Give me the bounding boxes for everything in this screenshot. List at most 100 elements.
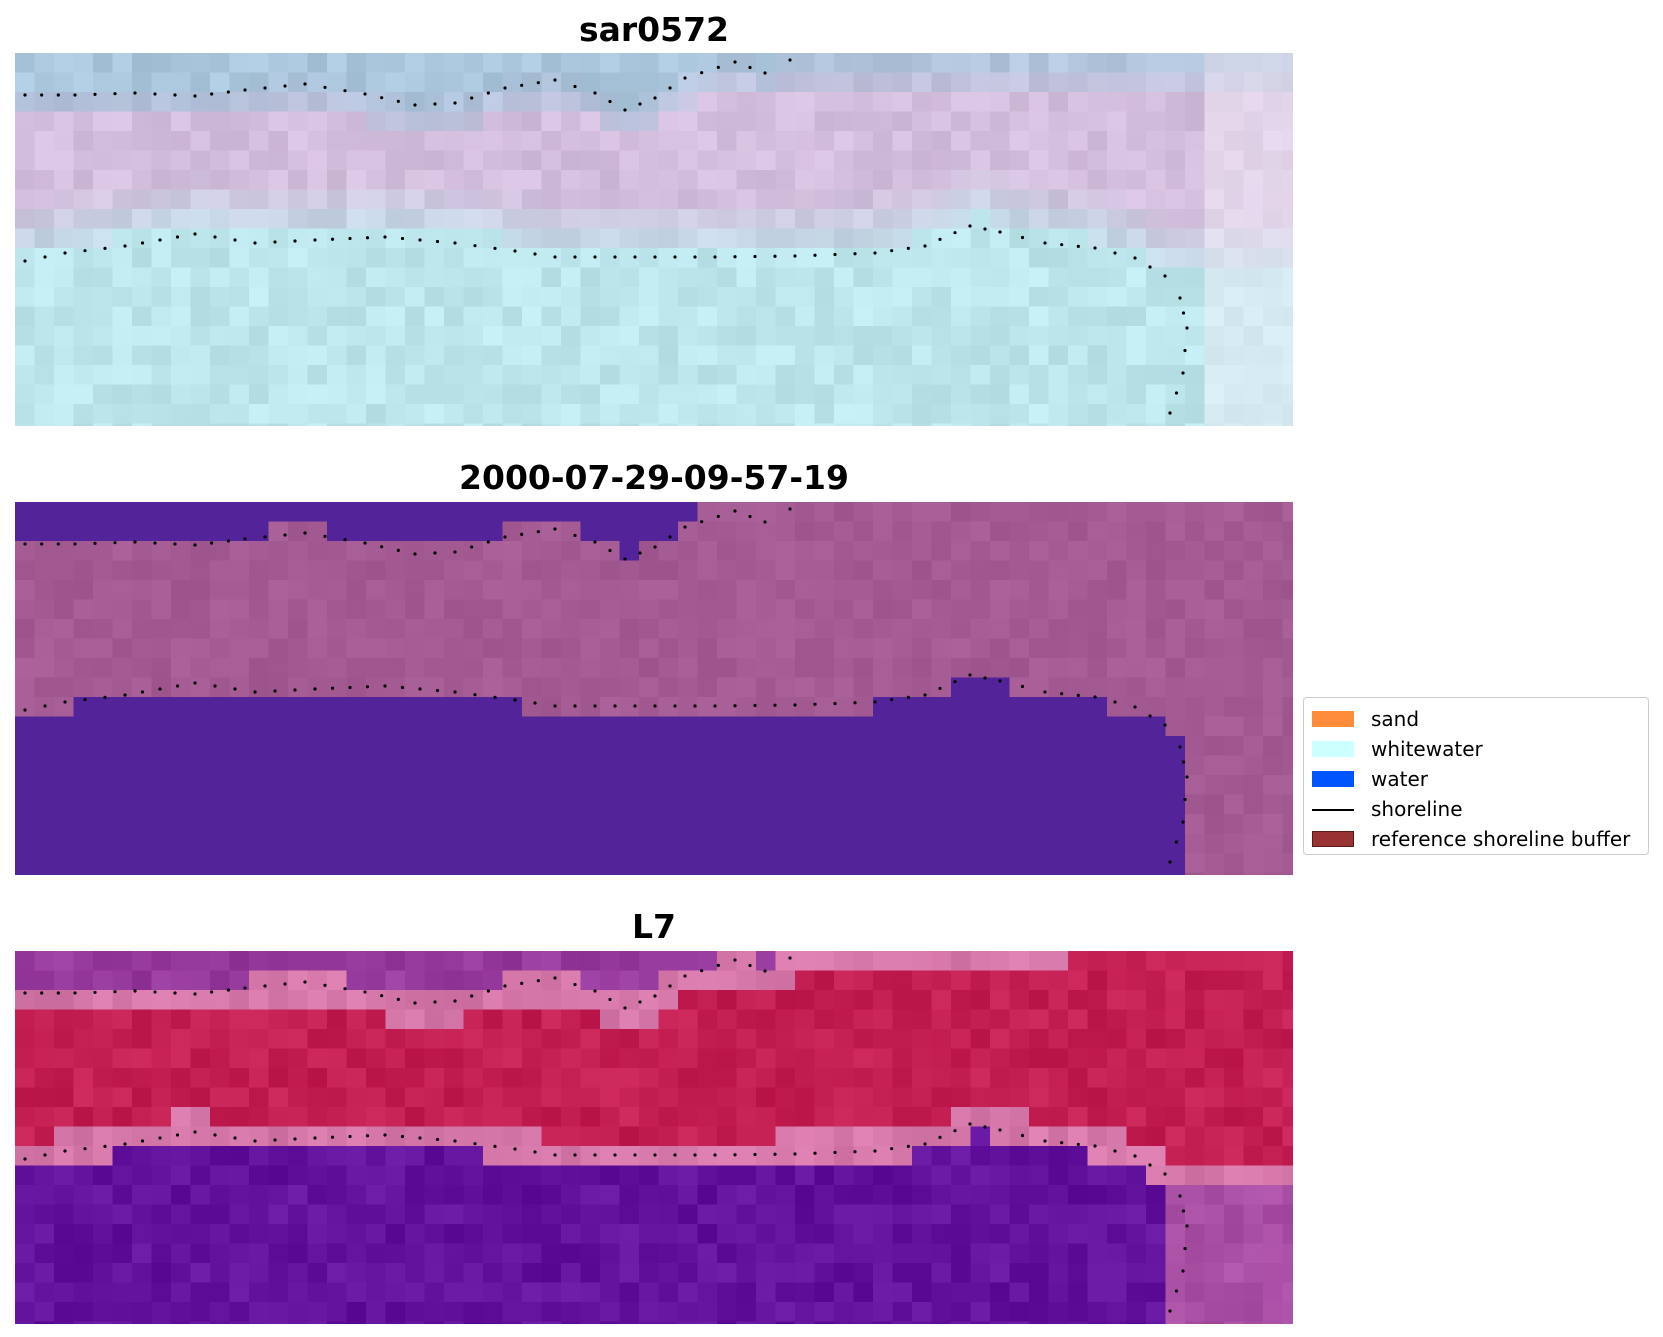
- image-pixel: [814, 814, 835, 835]
- image-pixel: [873, 697, 894, 718]
- image-pixel: [15, 306, 36, 327]
- image-pixel: [112, 189, 133, 210]
- image-pixel: [424, 716, 445, 737]
- image-pixel: [366, 1204, 387, 1225]
- image-pixel: [931, 541, 952, 562]
- image-pixel: [541, 502, 562, 523]
- image-pixel: [15, 560, 36, 581]
- image-pixel: [795, 1165, 816, 1186]
- image-pixel: [346, 1224, 367, 1245]
- image-pixel: [1282, 92, 1293, 113]
- image-pixel: [15, 1068, 36, 1089]
- image-pixel: [795, 853, 816, 874]
- image-pixel: [171, 951, 192, 972]
- image-pixel: [151, 1048, 172, 1069]
- upper-shoreline-point: [93, 990, 97, 994]
- upper-shoreline-point: [283, 84, 287, 88]
- image-pixel: [327, 970, 348, 991]
- image-pixel: [268, 716, 289, 737]
- image-pixel: [736, 1087, 757, 1108]
- image-pixel: [1068, 1302, 1089, 1323]
- image-pixel: [229, 755, 250, 776]
- image-pixel: [1009, 1282, 1030, 1303]
- image-pixel: [249, 209, 270, 230]
- image-pixel: [951, 1165, 972, 1186]
- image-pixel: [756, 872, 777, 875]
- image-pixel: [834, 1243, 855, 1264]
- image-pixel: [171, 111, 192, 132]
- image-pixel: [1048, 619, 1069, 640]
- image-pixel: [171, 541, 192, 562]
- image-pixel: [54, 1224, 75, 1245]
- image-pixel: [522, 872, 543, 875]
- lower-shoreline-point: [1181, 820, 1185, 824]
- image-pixel: [1243, 345, 1264, 366]
- image-pixel: [736, 1302, 757, 1323]
- image-pixel: [15, 970, 36, 991]
- image-pixel: [1126, 365, 1147, 386]
- image-pixel: [1029, 1009, 1050, 1030]
- image-pixel: [54, 404, 75, 425]
- image-pixel: [912, 209, 933, 230]
- image-pixel: [424, 1146, 445, 1167]
- lower-shoreline-point: [733, 255, 737, 259]
- image-pixel: [1068, 326, 1089, 347]
- image-pixel: [639, 423, 660, 426]
- image-pixel: [1243, 1204, 1264, 1225]
- image-pixel: [385, 228, 406, 249]
- image-pixel: [931, 1107, 952, 1128]
- upper-shoreline-point: [40, 93, 44, 97]
- image-pixel: [853, 209, 874, 230]
- image-pixel: [795, 580, 816, 601]
- image-pixel: [424, 1224, 445, 1245]
- image-pixel: [327, 990, 348, 1011]
- image-pixel: [834, 287, 855, 308]
- image-pixel: [444, 833, 465, 854]
- image-pixel: [1126, 1009, 1147, 1030]
- image-pixel: [268, 990, 289, 1011]
- image-pixel: [795, 72, 816, 93]
- image-pixel: [951, 267, 972, 288]
- image-pixel: [1126, 541, 1147, 562]
- image-pixel: [912, 736, 933, 757]
- upper-shoreline-point: [323, 534, 327, 538]
- image-pixel: [1048, 1107, 1069, 1128]
- image-pixel: [54, 423, 75, 426]
- image-pixel: [34, 131, 55, 152]
- image-pixel: [424, 580, 445, 601]
- image-pixel: [775, 970, 796, 991]
- image-pixel: [561, 267, 582, 288]
- image-pixel: [463, 365, 484, 386]
- image-pixel: [1107, 404, 1128, 425]
- image-pixel: [151, 423, 172, 426]
- image-pixel: [814, 1126, 835, 1147]
- image-pixel: [268, 541, 289, 562]
- image-pixel: [619, 423, 640, 426]
- image-pixel: [463, 677, 484, 698]
- image-pixel: [93, 248, 114, 269]
- image-pixel: [190, 990, 211, 1011]
- image-pixel: [1146, 1068, 1167, 1089]
- image-pixel: [366, 833, 387, 854]
- image-pixel: [639, 248, 660, 269]
- upper-shoreline-point: [113, 92, 117, 96]
- image-pixel: [619, 677, 640, 698]
- image-pixel: [1204, 1087, 1225, 1108]
- image-pixel: [522, 365, 543, 386]
- image-pixel: [1087, 755, 1108, 776]
- image-pixel: [54, 92, 75, 113]
- image-pixel: [561, 1048, 582, 1069]
- upper-shoreline-point: [520, 981, 524, 985]
- image-pixel: [853, 228, 874, 249]
- image-pixel: [600, 1224, 621, 1245]
- image-pixel: [1107, 1243, 1128, 1264]
- image-pixel: [93, 1321, 114, 1324]
- image-pixel: [1087, 1029, 1108, 1050]
- image-pixel: [210, 131, 231, 152]
- image-pixel: [756, 658, 777, 679]
- image-pixel: [210, 619, 231, 640]
- image-pixel: [190, 170, 211, 191]
- lower-shoreline-point: [418, 238, 422, 242]
- lower-shoreline-point: [1163, 723, 1167, 727]
- image-pixel: [697, 384, 718, 405]
